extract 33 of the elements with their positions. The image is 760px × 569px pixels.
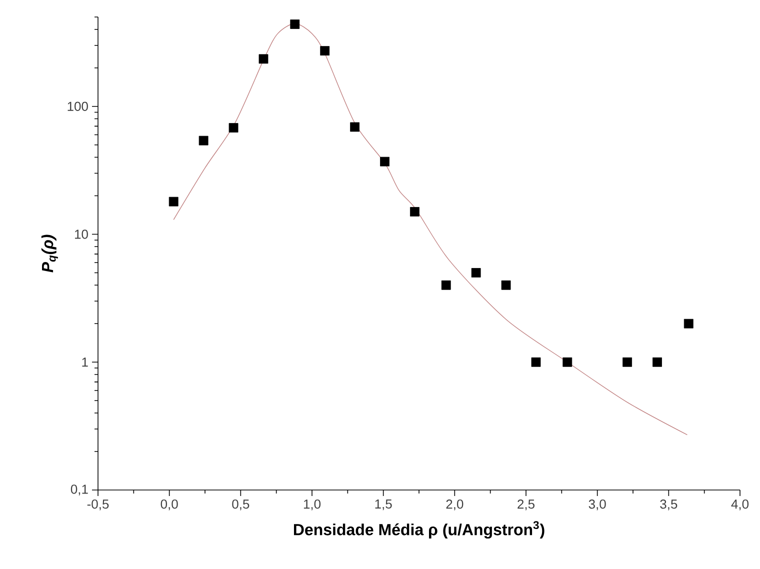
point	[562, 357, 572, 367]
point	[168, 196, 178, 206]
point	[258, 54, 268, 64]
point	[228, 123, 238, 132]
point	[198, 136, 208, 146]
point	[684, 318, 694, 328]
point	[501, 280, 511, 290]
x-tick-label: 3,5	[660, 500, 678, 510]
x-tick-label: 1,5	[375, 500, 392, 510]
y-tick-label: 100	[68, 102, 88, 111]
x-tick-label: 3,0	[588, 500, 606, 510]
x-tick-label: -0,5	[87, 500, 109, 510]
x-tick-label: 1,0	[304, 500, 321, 510]
point	[410, 207, 420, 216]
y-tick-label: 0,1	[70, 484, 88, 496]
y-axis-title: P$_{q}$(ρ)	[41, 234, 58, 272]
point	[350, 122, 360, 132]
x-tick-label: 2,0	[446, 500, 464, 510]
x-tick-label: 0,0	[160, 500, 178, 510]
point	[652, 357, 662, 367]
x-tick-label: 4,0	[731, 500, 749, 510]
y-tick-label: 10	[75, 230, 88, 239]
x-tick-label: 0,5	[232, 500, 250, 510]
point	[290, 20, 300, 29]
point	[320, 46, 330, 56]
x-axis-title: Densidade Média ρ (u/Angstron$^{3}$)	[294, 521, 544, 539]
point	[471, 268, 481, 278]
x-tick-label: 2,5	[518, 500, 534, 510]
point	[441, 280, 451, 290]
point	[622, 357, 632, 367]
point	[531, 357, 541, 367]
y-tick-label: 1	[82, 358, 88, 367]
point	[380, 156, 390, 166]
